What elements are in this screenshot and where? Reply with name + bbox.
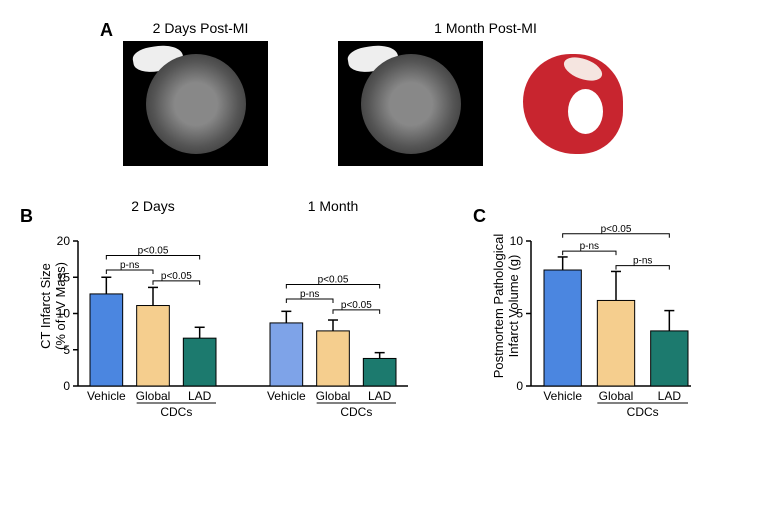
svg-text:LAD: LAD — [368, 389, 392, 403]
timepoint-label-0: 2 Days Post-MI — [123, 20, 278, 36]
svg-text:CDCs: CDCs — [160, 405, 192, 419]
panel-b-svg: 051015202 DaysVehicleGlobalLADCDCsp<0.05… — [43, 196, 423, 436]
panel-c-chart: Postmortem Pathological Infarct Volume (… — [496, 196, 716, 436]
svg-text:2 Days: 2 Days — [131, 198, 175, 214]
svg-text:LAD: LAD — [188, 389, 212, 403]
svg-text:CDCs: CDCs — [627, 405, 659, 419]
svg-text:p<0.05: p<0.05 — [138, 246, 169, 257]
ct-image-2days — [123, 41, 268, 166]
svg-text:CDCs: CDCs — [340, 405, 372, 419]
timepoint-label-1: 1 Month Post-MI — [338, 20, 633, 36]
svg-text:LAD: LAD — [658, 389, 682, 403]
panel-a-col1: 2 Days Post-MI — [123, 20, 278, 166]
panel-a: A 2 Days Post-MI 1 Month Post-MI — [20, 20, 757, 166]
svg-text:Global: Global — [316, 389, 351, 403]
panel-c-svg: 0510VehicleGlobalLADCDCsp<0.05p-nsp-ns — [496, 196, 716, 436]
panel-c-ylabel: Postmortem Pathological Infarct Volume (… — [491, 216, 521, 396]
svg-text:Global: Global — [599, 389, 634, 403]
svg-text:p<0.05: p<0.05 — [161, 271, 192, 282]
ylabel-c-line1: Postmortem Pathological — [491, 234, 506, 379]
svg-text:p-ns: p-ns — [633, 256, 652, 267]
panel-c: C Postmortem Pathological Infarct Volume… — [473, 196, 716, 436]
svg-text:Vehicle: Vehicle — [267, 389, 306, 403]
svg-text:0: 0 — [63, 379, 70, 393]
ylabel-b-line1: CT Infarct Size — [38, 263, 53, 349]
svg-text:1 Month: 1 Month — [308, 198, 359, 214]
svg-text:p-ns: p-ns — [300, 289, 319, 300]
panel-b-label: B — [20, 206, 33, 227]
svg-text:Global: Global — [136, 389, 171, 403]
svg-text:Vehicle: Vehicle — [543, 389, 582, 403]
svg-text:p<0.05: p<0.05 — [341, 300, 372, 311]
svg-text:p<0.05: p<0.05 — [318, 275, 349, 286]
panel-b-chart: CT Infarct Size (% of LV Mass) 051015202… — [43, 196, 423, 436]
ct-image-1month — [338, 41, 483, 166]
panel-c-label: C — [473, 206, 486, 227]
ylabel-c-line2: Infarct Volume (g) — [506, 255, 521, 358]
panel-a-label: A — [100, 20, 113, 41]
panel-a-col2: 1 Month Post-MI — [338, 20, 633, 166]
svg-text:Vehicle: Vehicle — [87, 389, 126, 403]
histology-image — [513, 49, 633, 159]
svg-text:p<0.05: p<0.05 — [601, 224, 632, 235]
ylabel-b-line2: (% of LV Mass) — [53, 262, 68, 350]
panel-b-ylabel: CT Infarct Size (% of LV Mass) — [38, 241, 68, 371]
svg-text:p-ns: p-ns — [120, 260, 139, 271]
panel-b: B CT Infarct Size (% of LV Mass) 0510152… — [20, 196, 423, 436]
svg-text:p-ns: p-ns — [580, 241, 599, 252]
